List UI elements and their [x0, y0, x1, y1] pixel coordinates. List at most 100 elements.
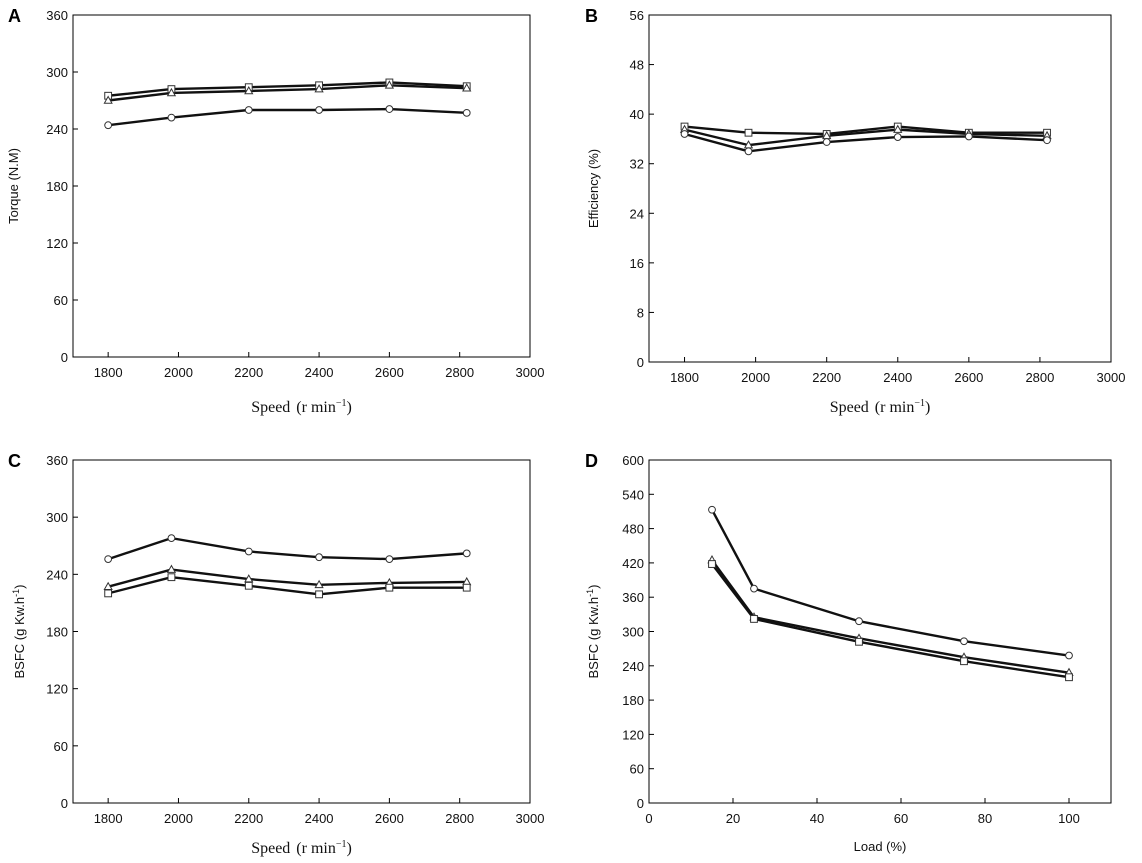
panel-b-ytick-label: 32: [630, 157, 644, 172]
panel-c-series-circle-point: [315, 553, 323, 562]
panel-b-xtick-label: 2200: [812, 370, 841, 385]
panel-d-series-square-point: [960, 657, 968, 666]
panel-c-xlabel: Speed (r min−1): [251, 839, 352, 857]
panel-a-series-triangle-point: [244, 85, 254, 95]
panel-d-series-square-line: [711, 563, 1070, 679]
panel-a-series-circle-point: [244, 106, 253, 114]
panel-c-xtick-label: 3000: [516, 811, 545, 826]
panel-a-series-triangle-point: [166, 87, 177, 97]
panel-d-ytick-label: 60: [630, 762, 644, 777]
panel-a-xtick-label: 3000: [516, 365, 545, 380]
panel-a-series-circle-line: [108, 107, 467, 127]
panel-a-series-triangle-point: [462, 83, 472, 92]
panel-c-xlabel-sup: −1: [336, 839, 347, 850]
panel-d-letter: D: [585, 451, 598, 471]
panel-d-ytick-label: 300: [622, 625, 644, 640]
panel-c-series-square-point: [462, 583, 471, 592]
panel-b-series-circle-point: [1043, 136, 1051, 145]
panel-b-xlabel: Speed (r min−1): [830, 398, 931, 416]
panel-a-series-circle-point: [315, 106, 323, 114]
panel-c-ytick-label: 0: [61, 796, 68, 811]
panel-c-series-square-point: [315, 590, 323, 599]
panel-d-series-square-point: [708, 560, 716, 568]
panel-a-ytick-label: 60: [54, 293, 68, 308]
panel-c-ylabel-close: ): [12, 585, 27, 589]
panel-b-xlabel-close: ): [925, 399, 930, 416]
panel-a-ytick-label: 120: [46, 236, 68, 251]
panel-a-ytick-label: 0: [61, 350, 68, 365]
panel-c-series-square-point: [104, 589, 113, 598]
panel-b-xtick-label: 3000: [1097, 370, 1126, 385]
panel-c-series-square-point: [385, 583, 394, 592]
panel-c-series-circle-point: [385, 555, 394, 563]
panel-b-letter: B: [585, 6, 598, 26]
panel-b-ytick-label: 48: [630, 58, 644, 73]
panel-c-letter: C: [8, 451, 21, 471]
panel-c-series-circle-line: [107, 536, 467, 561]
panel-a-series-triangle-point: [103, 95, 113, 104]
panel-b: B 0 8 16 24 32 40 48 56 1800 2000 2200 2400 2600 2800 3…: [585, 6, 1125, 416]
panel-a-ytick-label: 360: [46, 8, 68, 23]
panel-b-series-square-line: [684, 125, 1048, 136]
panel-a-series-circle-point: [462, 108, 471, 117]
panel-b-series-circle-point: [893, 133, 902, 141]
panel-b-ylabel: Efficiency (%): [586, 149, 601, 228]
panel-d-ytick-label: 180: [622, 693, 644, 708]
panel-d-ylabel-close: ): [586, 585, 601, 589]
panel-b-series-circle-point: [744, 147, 753, 156]
panel-d-series-circle-point: [708, 505, 716, 514]
panel-b-ytick-label: 16: [630, 256, 644, 271]
panel-b-series-circle-line: [684, 132, 1048, 153]
panel-a-series-circle-point: [104, 121, 113, 130]
panel-a-ylabel-text: Torque (N.M): [6, 148, 21, 224]
panel-b-xlabel-sup: −1: [914, 398, 925, 409]
panel-c-xlabel-text: Speed: [251, 840, 290, 857]
panel-a-axes-frame: [72, 14, 531, 358]
panel-c-ytick-label: 240: [46, 567, 68, 582]
panel-b-series-triangle-line: [684, 128, 1048, 147]
panel-c-xtick-label: 1800: [94, 811, 123, 826]
panel-a-xlabel: Speed (r min−1): [251, 398, 352, 416]
panel-d-series-square-point: [1065, 673, 1073, 682]
panel-c-series-triangle-point: [166, 564, 177, 573]
panel-a-series-square-line: [108, 81, 467, 97]
panel-d-xtick-label: 40: [810, 811, 824, 826]
panel-a-letter: A: [8, 6, 21, 26]
panel-a-xtick-label: 2400: [305, 365, 334, 380]
panel-b-xtick-label: 1800: [670, 370, 699, 385]
panel-d-series-circle-point: [855, 617, 863, 626]
panel-c-ylabel-sup: -1: [11, 589, 21, 597]
panel-a-ytick-label: 180: [46, 179, 68, 194]
panel-c-series-circle-point: [462, 549, 471, 558]
panel-d-ytick-label: 360: [622, 590, 644, 605]
panel-c-series-square-point: [244, 581, 253, 590]
panel-d-xtick-label: 80: [978, 811, 992, 826]
panel-a-series-triangle-point: [384, 80, 395, 89]
panel-d-ytick-label: 240: [622, 659, 644, 674]
panel-d-series-circle-point: [1065, 651, 1073, 660]
panel-d-xtick-label: 0: [645, 811, 652, 826]
panel-d-series-square-point: [750, 615, 758, 623]
panel-c-ylabel-text: BSFC (g Kw.h: [12, 597, 27, 679]
panel-c-series-circle-point: [244, 547, 253, 556]
panel-a-xlabel-text: Speed: [251, 399, 290, 416]
panel-a-xtick-label: 1800: [94, 365, 123, 380]
panel-a-series-triangle-line: [108, 84, 467, 102]
panel-d-xtick-label: 60: [894, 811, 908, 826]
panel-c-xtick-label: 2000: [164, 811, 193, 826]
panel-c-xtick-label: 2800: [445, 811, 474, 826]
panel-b-xtick-label: 2800: [1025, 370, 1054, 385]
panel-c-axes-frame: [72, 459, 531, 804]
panel-a-ylabel: Torque (N.M): [6, 148, 21, 224]
panel-a-xtick-label: 2600: [375, 365, 404, 380]
panel-b-ytick-label: 24: [630, 206, 644, 221]
panel-c-xtick-label: 2600: [375, 811, 404, 826]
panel-c-series-square-point: [167, 573, 176, 582]
panel-d-xtick-label: 100: [1058, 811, 1080, 826]
panel-b-axes-frame: [648, 14, 1112, 363]
panel-a-xlabel-unit: (r min: [296, 399, 336, 416]
panel-b-series-square-point: [744, 128, 753, 137]
panel-d-series-circle-line: [710, 509, 1070, 657]
panel-a-series-circle-point: [167, 113, 176, 122]
